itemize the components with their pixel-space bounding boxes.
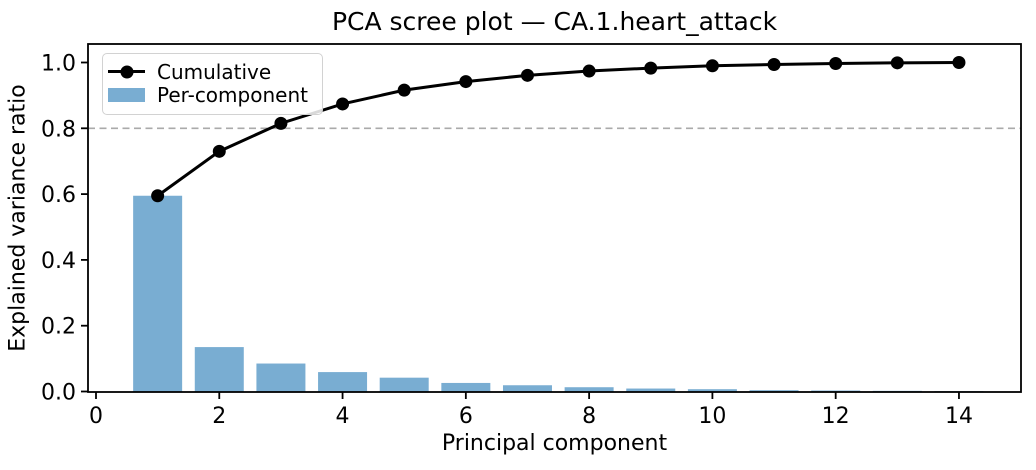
per-component-bar <box>687 389 737 392</box>
x-axis-tick-label: 6 <box>459 404 473 429</box>
y-axis-tick-label: 0.0 <box>41 381 76 406</box>
x-axis-tick-label: 12 <box>822 404 850 429</box>
cumulative-point <box>582 64 596 78</box>
legend-item-cumulative: Cumulative <box>108 59 308 84</box>
cumulative-point <box>829 56 843 70</box>
legend-label-cumulative: Cumulative <box>157 59 272 84</box>
cumulative-line-icon <box>108 65 145 78</box>
y-axis-tick-label: 0.8 <box>41 117 76 142</box>
x-axis-tick-label: 10 <box>698 404 726 429</box>
per-component-bar <box>811 390 861 392</box>
cumulative-point <box>151 189 165 203</box>
per-component-bar <box>133 195 183 392</box>
x-axis-tick-label: 2 <box>212 404 226 429</box>
per-component-bar <box>502 385 552 392</box>
cumulative-marker-icon <box>120 65 133 78</box>
cumulative-point <box>705 59 719 73</box>
cumulative-point <box>397 83 411 97</box>
per-component-bar <box>441 382 491 392</box>
cumulative-point <box>952 56 966 69</box>
cumulative-point <box>767 57 781 71</box>
x-axis-label: Principal component <box>441 431 668 456</box>
cumulative-point <box>644 61 658 75</box>
y-axis-tick-label: 1.0 <box>41 52 76 77</box>
per-component-bar <box>318 372 368 392</box>
per-component-bar <box>626 388 676 392</box>
legend-label-per-component: Per-component <box>157 82 308 107</box>
cumulative-point <box>520 68 534 82</box>
chart-title: PCA scree plot — CA.1.heart_attack <box>331 7 778 36</box>
legend-box: Cumulative Per-component <box>102 53 323 115</box>
y-axis-tick-label: 0.4 <box>41 249 76 274</box>
per-component-bar <box>379 377 429 392</box>
cumulative-point <box>212 144 226 158</box>
legend-item-per-component: Per-component <box>108 82 308 107</box>
per-component-bar <box>194 347 244 392</box>
y-axis-tick-label: 0.2 <box>41 315 76 340</box>
per-component-swatch-icon <box>108 87 145 102</box>
per-component-bar <box>564 387 614 392</box>
x-axis-tick-label: 4 <box>336 404 350 429</box>
cumulative-line <box>156 61 959 197</box>
cumulative-point <box>890 56 904 70</box>
x-axis-tick-label: 14 <box>945 404 973 429</box>
per-component-bar <box>749 390 799 392</box>
per-component-bar <box>256 363 306 392</box>
y-axis-tick-label: 0.6 <box>41 183 76 208</box>
plot-border <box>87 43 1022 393</box>
x-axis-tick-label: 8 <box>582 404 596 429</box>
cumulative-point <box>459 75 473 89</box>
x-axis-tick-label: 0 <box>89 404 103 429</box>
cumulative-point <box>274 116 288 130</box>
cumulative-point <box>336 97 350 111</box>
